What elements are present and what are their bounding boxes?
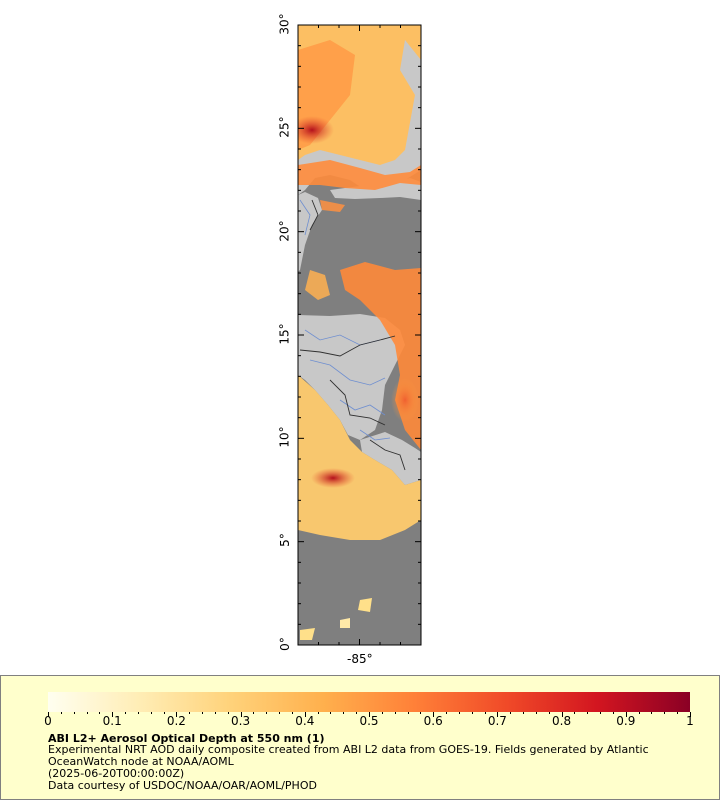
colorbar-minor-tick [86, 712, 88, 714]
colorbar-minor-tick [150, 712, 152, 714]
colorbar-minor-tick [612, 712, 614, 714]
colorbar-minor-tick [638, 712, 640, 714]
aod-caribbean-hot [391, 378, 419, 422]
colorbar-tick-label: 0.7 [487, 714, 507, 728]
colorbar-tick-label: 0.4 [295, 714, 315, 728]
colorbar-minor-tick [574, 712, 576, 714]
colorbar-minor-tick [600, 712, 602, 714]
colorbar-minor-tick [317, 712, 319, 714]
colorbar-minor-tick [99, 712, 101, 714]
colorbar-minor-tick [266, 712, 268, 714]
lon-label-minus-85: -85° [347, 652, 373, 666]
colorbar-major-tick [433, 712, 435, 717]
land-yucatan [298, 192, 322, 272]
colorbar-tick-label: 0.5 [359, 714, 379, 728]
legend-panel: 0 0.1 0.2 0.3 0.4 0.5 0.6 0.7 0.8 0.9 1 ABI L2+ Ae… [0, 675, 720, 800]
colorbar-minor-tick [356, 712, 358, 714]
legend-description-cont: OceanWatch node at NOAA/AOML [48, 755, 234, 768]
colorbar-tick-label: 0.3 [231, 714, 251, 728]
colorbar-tick-label: 0.8 [552, 714, 572, 728]
colorbar-major-tick [625, 712, 627, 717]
colorbar-major-tick [690, 712, 691, 717]
colorbar-tick-label: 0.1 [102, 714, 122, 728]
colorbar-major-tick [48, 712, 49, 717]
colorbar-major-tick [497, 712, 499, 717]
map-layers [298, 25, 421, 645]
colorbar-tick-label: 0 [44, 714, 52, 728]
colorbar-minor-tick [279, 712, 281, 714]
colorbar-tick-label: 0.6 [423, 714, 443, 728]
colorbar-minor-tick [510, 712, 512, 714]
colorbar-minor-tick [73, 712, 75, 714]
colorbar-minor-tick [587, 712, 589, 714]
aod-pacific-plume [298, 375, 421, 540]
lat-label-10: 10° [277, 426, 292, 448]
colorbar-minor-tick [471, 712, 473, 714]
colorbar-minor-tick [125, 712, 127, 714]
aod-map [297, 24, 422, 646]
land-central-america [298, 314, 405, 440]
colorbar-minor-tick [343, 712, 345, 714]
colorbar-minor-tick [394, 712, 396, 714]
longitude-ticks [297, 25, 422, 645]
colorbar-minor-tick [202, 712, 204, 714]
colorbar-minor-tick [227, 712, 229, 714]
colorbar-minor-tick [189, 712, 191, 714]
colorbar-tick-label: 0.9 [616, 714, 636, 728]
aod-pacific-hotspot [311, 468, 355, 488]
lat-label-15: 15° [277, 323, 292, 345]
aod-speck-1 [358, 598, 372, 612]
colorbar-minor-tick [214, 712, 216, 714]
legend-date: (2025-06-20T00:00:00Z) [48, 767, 185, 780]
colorbar-minor-tick [381, 712, 383, 714]
lat-label-0: 0° [277, 637, 292, 651]
colorbar-minor-tick [484, 712, 486, 714]
colorbar-minor-tick [446, 712, 448, 714]
lat-label-5: 5° [277, 533, 292, 547]
land-panama [360, 432, 421, 485]
aod-speck-3 [340, 618, 350, 628]
borders [299, 199, 406, 471]
colorbar-minor-tick [291, 712, 293, 714]
aod-caribbean-west [305, 270, 330, 300]
colorbar-major-tick [112, 712, 114, 717]
aod-speck-2 [300, 628, 315, 640]
colorbar-minor-tick [651, 712, 653, 714]
aod-gulf-band [298, 160, 421, 190]
colorbar-minor-tick [407, 712, 409, 714]
lat-label-25: 25° [277, 116, 292, 138]
lat-label-30: 30° [277, 13, 292, 35]
colorbar-minor-tick [330, 712, 332, 714]
colorbar-tick-label: 0.2 [166, 714, 186, 728]
lat-label-20: 20° [277, 220, 292, 242]
colorbar-minor-tick [664, 712, 666, 714]
aod-hotspot-25n [298, 116, 334, 144]
legend-title: ABI L2+ Aerosol Optical Depth at 550 nm … [48, 732, 325, 745]
colorbar-minor-tick [163, 712, 165, 714]
colorbar-minor-tick [535, 712, 537, 714]
colorbar-major-tick [304, 712, 306, 717]
colorbar-minor-tick [523, 712, 525, 714]
colorbar-minor-tick [420, 712, 422, 714]
latitude-ticks [298, 24, 421, 646]
colorbar-minor-tick [60, 712, 62, 714]
map-area: 30° 25° 20° 15° 10° 5° 0° -85° [277, 13, 422, 666]
colorbar-minor-tick [548, 712, 550, 714]
colorbar-minor-tick [253, 712, 255, 714]
colorbar-tick-label: 1 [686, 714, 694, 728]
colorbar-major-tick [561, 712, 563, 717]
colorbar-minor-tick [677, 712, 679, 714]
colorbar-minor-tick [458, 712, 460, 714]
legend-description: Experimental NRT AOD daily composite cre… [48, 743, 649, 756]
colorbar [48, 692, 690, 712]
colorbar-minor-tick [137, 712, 139, 714]
colorbar-major-tick [176, 712, 178, 717]
colorbar-major-tick [240, 712, 242, 717]
aod-cuba-south [320, 200, 345, 212]
colorbar-major-tick [369, 712, 370, 717]
legend-credit: Data courtesy of USDOC/NOAA/OAR/AOML/PHO… [48, 779, 317, 792]
